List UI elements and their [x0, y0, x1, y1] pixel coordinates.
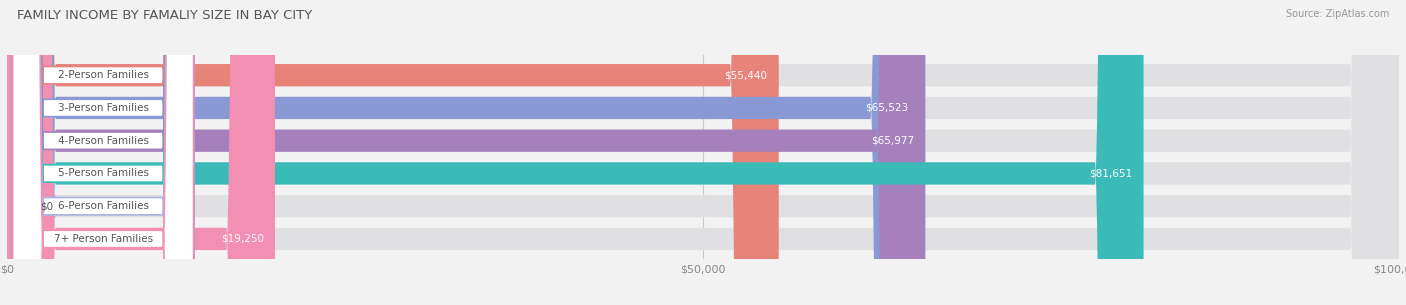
- FancyBboxPatch shape: [13, 0, 194, 305]
- Text: Source: ZipAtlas.com: Source: ZipAtlas.com: [1285, 9, 1389, 19]
- Text: $81,651: $81,651: [1090, 168, 1132, 178]
- Text: 4-Person Families: 4-Person Families: [58, 136, 149, 146]
- FancyBboxPatch shape: [7, 0, 1399, 305]
- Text: 2-Person Families: 2-Person Families: [58, 70, 149, 80]
- FancyBboxPatch shape: [7, 0, 276, 305]
- Text: 7+ Person Families: 7+ Person Families: [53, 234, 153, 244]
- FancyBboxPatch shape: [13, 0, 194, 305]
- FancyBboxPatch shape: [7, 0, 1143, 305]
- FancyBboxPatch shape: [13, 0, 194, 305]
- FancyBboxPatch shape: [7, 0, 1399, 305]
- FancyBboxPatch shape: [13, 0, 194, 305]
- Text: $19,250: $19,250: [221, 234, 264, 244]
- FancyBboxPatch shape: [13, 0, 194, 305]
- Text: 6-Person Families: 6-Person Families: [58, 201, 149, 211]
- Text: 5-Person Families: 5-Person Families: [58, 168, 149, 178]
- FancyBboxPatch shape: [7, 0, 779, 305]
- FancyBboxPatch shape: [7, 0, 1399, 305]
- Text: FAMILY INCOME BY FAMALIY SIZE IN BAY CITY: FAMILY INCOME BY FAMALIY SIZE IN BAY CIT…: [17, 9, 312, 22]
- Text: $0: $0: [41, 201, 53, 211]
- Text: $65,977: $65,977: [872, 136, 914, 146]
- Text: 3-Person Families: 3-Person Families: [58, 103, 149, 113]
- FancyBboxPatch shape: [13, 0, 194, 305]
- FancyBboxPatch shape: [7, 0, 1399, 305]
- FancyBboxPatch shape: [7, 0, 920, 305]
- FancyBboxPatch shape: [7, 0, 925, 305]
- FancyBboxPatch shape: [7, 0, 1399, 305]
- FancyBboxPatch shape: [7, 0, 1399, 305]
- FancyBboxPatch shape: [0, 0, 56, 305]
- Text: $55,440: $55,440: [724, 70, 768, 80]
- Text: $65,523: $65,523: [865, 103, 908, 113]
